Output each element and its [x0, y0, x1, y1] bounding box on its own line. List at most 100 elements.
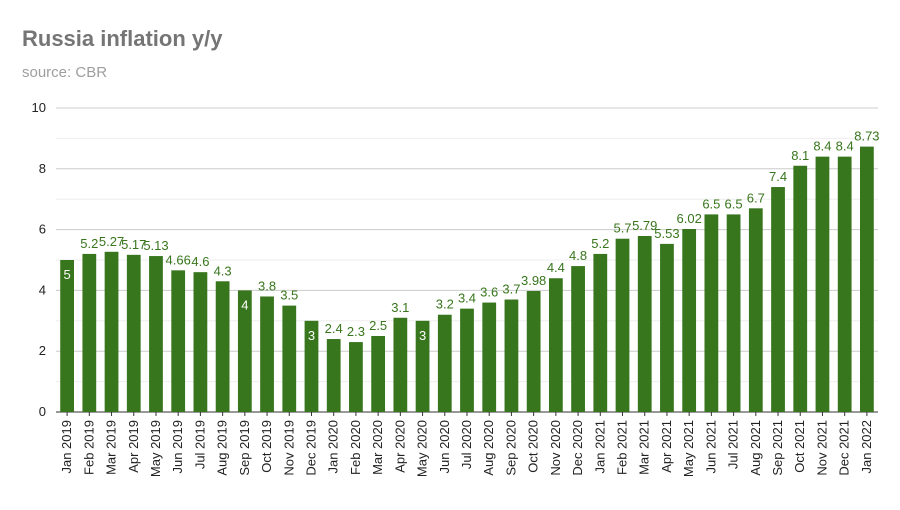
- bar: [304, 320, 319, 412]
- x-tick-label: Oct 2019: [259, 420, 274, 473]
- bar: [726, 214, 741, 412]
- x-axis: Jan 2019 Feb 2019 Mar 2019 Apr 2019 May 2019…: [59, 412, 874, 477]
- x-tick-label: Sep 2020: [503, 420, 518, 476]
- x-tick-label: May 2020: [415, 420, 430, 477]
- bar: [748, 208, 763, 412]
- bar: [526, 291, 541, 412]
- x-tick-label: Aug 2021: [748, 420, 763, 476]
- data-label: 5.27: [99, 234, 124, 249]
- x-tick-label: Apr 2019: [126, 420, 141, 473]
- x-tick-label: Jun 2020: [437, 420, 452, 474]
- y-tick-label: 4: [39, 282, 46, 297]
- bar: [548, 278, 563, 412]
- bar: [837, 156, 852, 412]
- bar: [282, 305, 297, 412]
- data-label: 3.5: [280, 288, 298, 303]
- data-labels: 55.2 5.275.175.134.66 4.64.343.83.53 2.4 2.3…: [63, 129, 879, 343]
- data-label: 3.98: [521, 273, 546, 288]
- x-tick-label: Jan 2020: [326, 420, 341, 474]
- data-label: 5.2: [591, 236, 609, 251]
- data-label: 5.53: [654, 226, 679, 241]
- x-tick-label: Jul 2020: [459, 420, 474, 469]
- data-label: 5: [63, 267, 70, 282]
- bar: [393, 317, 408, 412]
- x-tick-label: Sep 2019: [237, 420, 252, 476]
- bar: [260, 296, 274, 412]
- x-tick-label: Sep 2021: [770, 420, 785, 476]
- data-label: 6.7: [747, 190, 765, 205]
- x-tick-label: Dec 2021: [837, 420, 852, 476]
- data-label: 6.5: [725, 196, 743, 211]
- bar: [104, 251, 119, 412]
- bar: [82, 253, 97, 412]
- bar: [371, 336, 386, 412]
- x-tick-label: Oct 2021: [792, 420, 807, 473]
- data-label: 5.2: [80, 236, 98, 251]
- data-label: 5.13: [143, 238, 168, 253]
- bar: [349, 342, 363, 412]
- x-tick-label: Dec 2020: [570, 420, 585, 476]
- x-tick-label: Aug 2019: [215, 420, 230, 476]
- chart-title: Russia inflation y/y: [22, 26, 223, 51]
- bar: [637, 235, 652, 412]
- x-tick-label: May 2019: [148, 420, 163, 477]
- data-label: 8.73: [854, 129, 879, 144]
- x-tick-label: May 2021: [681, 420, 696, 477]
- x-tick-label: Jun 2021: [703, 420, 718, 474]
- x-tick-label: Nov 2021: [814, 420, 829, 476]
- y-tick-label: 0: [39, 404, 46, 419]
- bar: [326, 339, 341, 412]
- data-label: 3.1: [391, 300, 409, 315]
- x-tick-label: Jan 2021: [592, 420, 607, 474]
- bar: [215, 281, 230, 412]
- y-tick-label: 2: [39, 343, 46, 358]
- data-label: 3.7: [502, 282, 520, 297]
- x-tick-label: Feb 2021: [615, 420, 630, 475]
- data-label: 5.7: [613, 221, 631, 236]
- x-tick-label: Apr 2021: [659, 420, 674, 473]
- data-label: 4.4: [547, 260, 565, 275]
- data-label: 5.17: [121, 237, 146, 252]
- bars: [60, 146, 874, 412]
- x-tick-label: Apr 2020: [392, 420, 407, 473]
- x-tick-label: Jan 2022: [859, 420, 874, 474]
- y-axis: 0 2 4 6 8 10: [32, 100, 46, 419]
- bar: [793, 165, 808, 412]
- bar: [682, 228, 697, 412]
- y-tick-label: 6: [39, 222, 46, 237]
- x-tick-label: Mar 2019: [104, 420, 119, 475]
- data-label: 3.2: [436, 297, 454, 312]
- data-label: 4.66: [166, 252, 191, 267]
- data-label: 8.4: [813, 139, 831, 154]
- data-label: 2.3: [347, 324, 365, 339]
- bar: [237, 290, 252, 412]
- bar: [860, 146, 874, 412]
- x-tick-label: Feb 2019: [81, 420, 96, 475]
- bar: [615, 238, 630, 412]
- x-tick-label: Oct 2020: [526, 420, 541, 473]
- x-tick-label: Jun 2019: [170, 420, 185, 474]
- x-tick-label: Jan 2019: [59, 420, 74, 474]
- bar: [60, 260, 74, 412]
- data-label: 6.02: [677, 211, 702, 226]
- data-label: 3: [419, 328, 426, 343]
- x-tick-label: Jul 2021: [726, 420, 741, 469]
- bar: [571, 266, 585, 412]
- data-label: 4.6: [191, 254, 209, 269]
- data-label: 8.1: [791, 148, 809, 163]
- bar: [193, 272, 208, 412]
- data-label: 6.5: [702, 196, 720, 211]
- data-label: 2.5: [369, 318, 387, 333]
- bar: [149, 256, 163, 412]
- data-label: 7.4: [769, 169, 787, 184]
- data-label: 2.4: [325, 321, 343, 336]
- bar: [171, 270, 186, 412]
- x-tick-label: Jul 2019: [192, 420, 207, 469]
- x-tick-label: Nov 2020: [548, 420, 563, 476]
- data-label: 3.8: [258, 278, 276, 293]
- bar: [660, 243, 674, 412]
- data-label: 8.4: [836, 139, 854, 154]
- bar: [704, 214, 719, 412]
- data-label: 3.6: [480, 285, 498, 300]
